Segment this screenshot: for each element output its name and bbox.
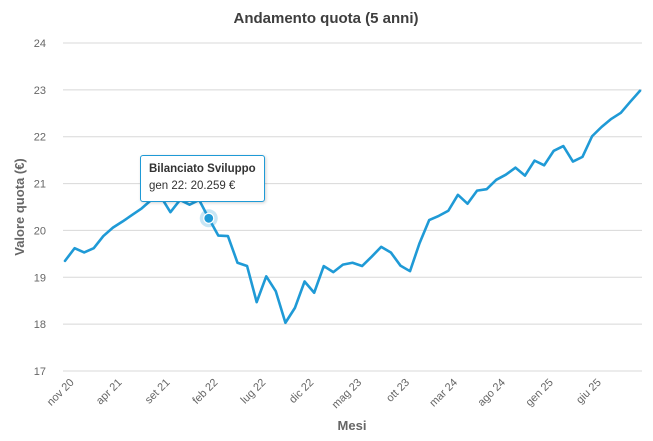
data-point[interactable] xyxy=(263,273,269,279)
data-point[interactable] xyxy=(340,262,346,268)
x-tick-label: nov 20 xyxy=(45,377,77,409)
chart-title: Andamento quota (5 anni) xyxy=(234,10,419,27)
data-point[interactable] xyxy=(493,177,499,183)
data-point[interactable] xyxy=(397,263,403,269)
x-axis-title: Mesi xyxy=(338,418,367,433)
data-point[interactable] xyxy=(455,192,461,198)
data-point[interactable] xyxy=(589,133,595,139)
x-tick-label: set 21 xyxy=(143,377,173,407)
y-tick-label: 22 xyxy=(34,132,46,144)
data-point[interactable] xyxy=(512,165,518,171)
data-point[interactable] xyxy=(120,219,126,225)
data-point[interactable] xyxy=(81,249,87,255)
data-point[interactable] xyxy=(637,88,643,94)
y-tick-label: 21 xyxy=(34,179,46,191)
hover-point-marker[interactable] xyxy=(203,212,215,224)
data-point[interactable] xyxy=(627,99,633,105)
x-tick-label: giu 25 xyxy=(574,377,604,407)
data-point[interactable] xyxy=(551,148,557,154)
data-point[interactable] xyxy=(350,260,356,266)
data-point[interactable] xyxy=(187,202,193,208)
data-point[interactable] xyxy=(110,225,116,231)
data-point[interactable] xyxy=(225,233,231,239)
chart-tooltip: Bilanciato Sviluppo gen 22: 20.259 € xyxy=(140,155,265,202)
data-point[interactable] xyxy=(215,233,221,239)
x-tick-label: lug 22 xyxy=(239,377,269,407)
x-tick-label: ago 24 xyxy=(476,377,508,409)
x-tick-label: mag 23 xyxy=(330,377,364,411)
x-tick-label: ott 23 xyxy=(384,377,412,405)
data-point[interactable] xyxy=(407,268,413,274)
data-point[interactable] xyxy=(388,249,394,255)
data-point[interactable] xyxy=(311,290,317,296)
x-tick-label: gen 25 xyxy=(524,377,556,409)
x-tick-label: apr 21 xyxy=(94,377,125,408)
data-point[interactable] xyxy=(532,158,538,164)
tooltip-series-name: Bilanciato Sviluppo xyxy=(149,163,256,175)
data-point[interactable] xyxy=(608,116,614,122)
data-point[interactable] xyxy=(465,201,471,207)
data-point[interactable] xyxy=(522,173,528,179)
data-point[interactable] xyxy=(417,240,423,246)
data-point[interactable] xyxy=(235,260,241,266)
data-point[interactable] xyxy=(369,254,375,260)
data-point[interactable] xyxy=(62,258,68,264)
data-point[interactable] xyxy=(72,245,78,251)
data-point[interactable] xyxy=(570,159,576,165)
data-point[interactable] xyxy=(359,263,365,269)
data-point[interactable] xyxy=(321,263,327,269)
y-axis-ticks: 17 18 19 20 21 22 23 24 xyxy=(34,38,46,378)
data-point[interactable] xyxy=(282,320,288,326)
tooltip-value-text: gen 22: 20.259 € xyxy=(149,180,236,192)
data-point[interactable] xyxy=(484,186,490,192)
x-tick-label: mar 24 xyxy=(427,377,460,410)
y-tick-label: 24 xyxy=(34,38,46,50)
data-point[interactable] xyxy=(436,213,442,219)
y-tick-label: 19 xyxy=(34,272,46,284)
y-tick-label: 17 xyxy=(34,366,46,378)
y-axis-title: Valore quota (€) xyxy=(12,158,27,256)
data-point[interactable] xyxy=(580,154,586,160)
data-point[interactable] xyxy=(474,188,480,194)
data-point[interactable] xyxy=(445,208,451,214)
y-tick-label: 23 xyxy=(34,85,46,97)
x-axis-ticks: nov 20 apr 21 set 21 feb 22 lug 22 dic 22 mag … xyxy=(45,377,604,411)
series-line-bilanciato-sviluppo[interactable] xyxy=(63,89,642,325)
data-point[interactable] xyxy=(302,279,308,285)
x-tick-label: feb 22 xyxy=(190,377,220,407)
data-point[interactable] xyxy=(91,245,97,251)
data-point[interactable] xyxy=(100,233,106,239)
data-point[interactable] xyxy=(167,209,173,215)
data-point[interactable] xyxy=(139,205,145,211)
data-point[interactable] xyxy=(541,162,547,168)
data-point[interactable] xyxy=(330,269,336,275)
data-point[interactable] xyxy=(292,305,298,311)
data-points xyxy=(62,88,643,326)
data-point[interactable] xyxy=(244,263,250,269)
y-tick-label: 18 xyxy=(34,319,46,331)
grid-layer xyxy=(63,42,642,372)
data-point[interactable] xyxy=(273,288,279,294)
data-point[interactable] xyxy=(426,217,432,223)
data-point[interactable] xyxy=(129,212,135,218)
data-point[interactable] xyxy=(599,124,605,130)
data-point[interactable] xyxy=(560,143,566,149)
data-point[interactable] xyxy=(378,244,384,250)
x-tick-label: dic 22 xyxy=(287,377,316,406)
y-tick-label: 20 xyxy=(34,225,46,237)
data-point[interactable] xyxy=(618,110,624,116)
data-point[interactable] xyxy=(254,299,260,305)
data-point[interactable] xyxy=(503,172,509,178)
